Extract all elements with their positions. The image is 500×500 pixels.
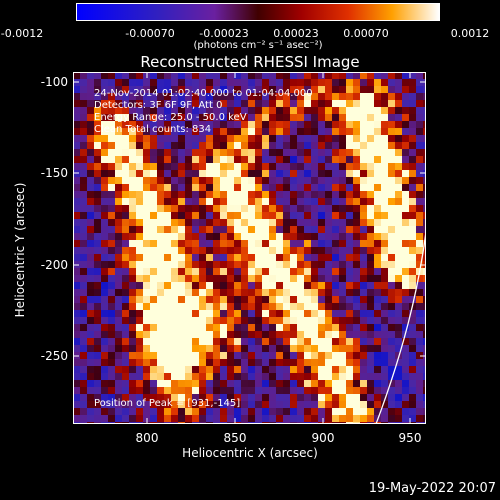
y-tick-label: -250 [40, 349, 68, 363]
annotation-detectors: Detectors: 3F 6F 9F, Att 0 [94, 100, 223, 111]
annotation-clean-counts: Clean Total counts: 834 [94, 124, 212, 135]
rhessi-image-plot [73, 72, 426, 424]
x-tick-label: 850 [223, 431, 247, 445]
colorbar-tick: -0.00070 [125, 27, 175, 40]
x-tick-label: 800 [135, 431, 159, 445]
x-tick-label: 900 [311, 431, 335, 445]
solar-limb-line [375, 231, 426, 424]
x-tick-label: 950 [398, 431, 422, 445]
timestamp: 19-May-2022 20:07 [368, 481, 496, 496]
annotation-energy-range: Energy Range: 25.0 - 50.0 keV [94, 112, 247, 123]
y-tick-label: -100 [40, 75, 68, 89]
annotation-time-range: 24-Nov-2014 01:02:40.000 to 01:04:04.000 [94, 88, 313, 99]
colorbar-unit-label: (photons cm⁻² s⁻¹ asec⁻²) [193, 40, 323, 51]
colorbar [76, 3, 440, 21]
y-tick-label: -200 [40, 258, 68, 272]
y-tick-label: -150 [40, 166, 68, 180]
y-axis-label: Heliocentric Y (arcsec) [13, 182, 27, 318]
x-axis-label: Heliocentric X (arcsec) [182, 446, 318, 460]
image-title: Reconstructed RHESSI Image [140, 53, 360, 71]
annotation-peak-position: Position of Peak = [931,-145] [94, 398, 241, 409]
colorbar-tick: 0.00023 [273, 27, 319, 40]
plot-frame [73, 72, 426, 424]
colorbar-tick: 0.0012 [450, 27, 490, 40]
colorbar-tick: -0.00023 [199, 27, 249, 40]
colorbar-tick: -0.0012 [0, 27, 44, 40]
colorbar-tick: 0.00070 [343, 27, 389, 40]
